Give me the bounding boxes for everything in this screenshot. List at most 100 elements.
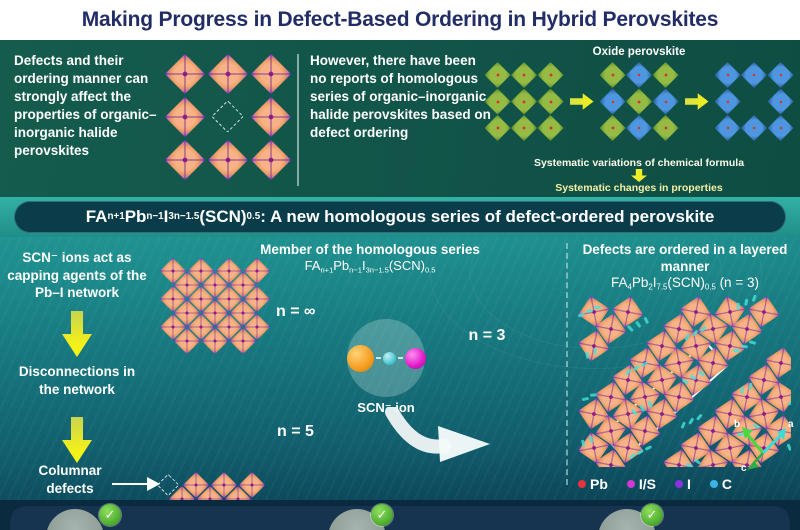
scn-dash xyxy=(732,348,741,352)
scn-dash xyxy=(744,298,749,306)
scn-dash xyxy=(594,306,601,309)
octahedron xyxy=(626,62,652,88)
scn-dash xyxy=(589,393,598,397)
octahedron xyxy=(537,62,564,88)
octahedron xyxy=(741,115,767,141)
octahedron xyxy=(251,140,291,180)
scn-dash xyxy=(581,397,590,402)
octahedron xyxy=(165,97,205,137)
footer-panel: ✓ ✓ ✓ xyxy=(0,500,800,530)
series-formula: FA n+1 Pb n−1 I 3n−1.5 (SCN) 0.5: A new homolog… xyxy=(14,201,786,233)
octahedron xyxy=(484,115,511,141)
divider xyxy=(297,54,299,186)
axes-arrows xyxy=(742,427,786,470)
check-icon: ✓ xyxy=(371,504,393,526)
sulfur-sphere xyxy=(346,344,374,372)
octahedron xyxy=(714,62,741,88)
scn-dash xyxy=(635,320,642,328)
legend-label: I/S xyxy=(638,476,657,492)
series-banner: FA n+1 Pb n−1 I 3n−1.5 (SCN) 0.5: A new homolog… xyxy=(0,197,800,237)
lattice-n-5 xyxy=(154,471,266,500)
axis-a-label: a xyxy=(788,419,794,430)
octahedron xyxy=(165,54,205,94)
page-title: Making Progress in Defect-Based Ordering… xyxy=(81,8,719,31)
mechanism-step-1: SCN⁻ ions act as capping agents of the P… xyxy=(7,250,147,301)
oxide-structure-start xyxy=(484,62,564,141)
scn-dash xyxy=(737,302,740,310)
octahedron xyxy=(511,62,537,88)
scn-dash xyxy=(696,413,703,421)
octahedron xyxy=(484,62,511,88)
octahedron xyxy=(165,140,205,180)
scn-dash xyxy=(627,324,634,332)
arrow-shaft xyxy=(112,482,149,485)
main-section: SCN⁻ ions act as capping agents of the P… xyxy=(0,237,800,500)
footer-thumbnail xyxy=(46,509,104,530)
octahedron xyxy=(251,97,291,137)
c-atom-icon xyxy=(709,480,718,488)
intro-mid-text: However, there have been no reports of h… xyxy=(310,53,491,140)
mechanism-step-3: Columnar defects xyxy=(38,463,102,496)
legend-label: C xyxy=(721,476,733,492)
vacancy-outline xyxy=(211,100,245,134)
axis-b-label: b xyxy=(734,419,741,430)
octahedron xyxy=(251,54,291,94)
oxide-perovskite-panel: Oxide perovskite Systematic variations o… xyxy=(480,46,798,196)
arrow-down-icon xyxy=(62,417,92,463)
octahedron xyxy=(652,62,679,88)
scn-dash xyxy=(644,445,653,451)
ordering-header: Defects are ordered in a layered manner xyxy=(582,242,788,274)
scn-dash xyxy=(688,417,695,425)
octahedron xyxy=(537,88,564,115)
oxide-structure-end xyxy=(714,62,794,141)
octahedron xyxy=(484,88,511,115)
label-n-5: n = 5 xyxy=(277,423,314,440)
pb-atom-icon xyxy=(578,480,586,488)
legend-item-c: C xyxy=(709,476,733,492)
scn-dash xyxy=(693,458,702,465)
nitrogen-sphere xyxy=(404,347,426,369)
perovskite-defect-structure xyxy=(165,54,294,183)
legend-item-i: I xyxy=(675,476,691,492)
octahedron xyxy=(626,115,652,141)
label-n-3: n = 3 xyxy=(468,327,506,344)
octahedron xyxy=(626,88,652,115)
legend-label: Pb xyxy=(590,476,608,492)
octahedron xyxy=(714,88,741,115)
octahedron xyxy=(208,54,248,94)
is-atom-icon xyxy=(626,480,635,488)
octahedron xyxy=(652,115,679,141)
label-n-infinity: n = ∞ xyxy=(276,303,316,320)
scn-dash xyxy=(752,295,757,302)
legend-label: I xyxy=(687,476,691,492)
octahedron xyxy=(511,88,537,115)
carbon-sphere xyxy=(382,351,396,365)
crystal-axes: b a c xyxy=(733,419,797,475)
legend-item-pb: Pb xyxy=(578,476,608,492)
scn-dash xyxy=(748,340,757,345)
oxide-caption-formula: Systematic variations of chemical formul… xyxy=(533,157,745,169)
scn-dash xyxy=(680,421,687,429)
octahedron xyxy=(767,88,794,115)
legend-item-is: I/S xyxy=(626,476,657,492)
arrow-down-icon xyxy=(631,169,647,182)
bond xyxy=(397,356,403,360)
octahedron xyxy=(741,62,767,88)
octahedron xyxy=(652,88,679,115)
oxide-structure-intermediate xyxy=(599,62,679,141)
octahedron xyxy=(767,62,794,88)
oxide-structures-row xyxy=(480,62,798,141)
i-atom-icon xyxy=(675,480,684,488)
atom-legend: Pb I/S I C xyxy=(578,476,732,492)
lattice-n-infinity xyxy=(159,257,271,355)
mechanism-step-2: Disconnections in the network xyxy=(18,364,136,397)
octahedron xyxy=(599,62,626,88)
members-formula: FAn+1Pbn−1I3n−1.5(SCN)0.5 xyxy=(304,258,436,275)
octahedron xyxy=(511,115,537,141)
divider xyxy=(566,243,568,485)
oxide-title: Oxide perovskite xyxy=(592,46,686,58)
title-bar: Making Progress in Defect-Based Ordering… xyxy=(0,0,800,40)
octahedron xyxy=(599,115,626,141)
ordering-formula: FA4Pb2I7.5(SCN)0.5 (n = 3) xyxy=(611,275,759,292)
